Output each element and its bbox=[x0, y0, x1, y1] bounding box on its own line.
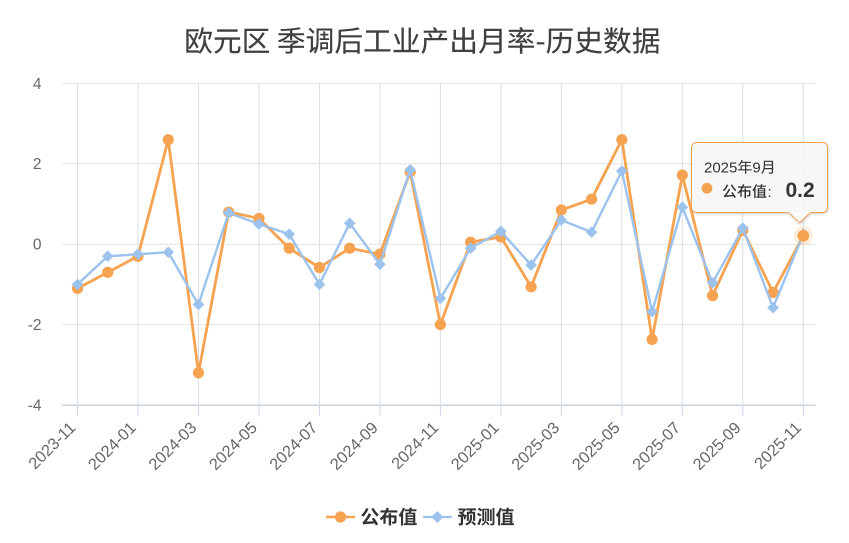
svg-text:-2: -2 bbox=[28, 317, 42, 334]
svg-text:2: 2 bbox=[33, 156, 42, 173]
svg-text:0: 0 bbox=[33, 237, 42, 254]
svg-text::: : bbox=[768, 184, 772, 201]
svg-text:2025: 2025 bbox=[704, 160, 737, 177]
svg-text:-4: -4 bbox=[28, 397, 42, 414]
svg-text:4: 4 bbox=[33, 76, 42, 93]
svg-text:0.2: 0.2 bbox=[786, 179, 815, 202]
svg-text:9: 9 bbox=[752, 160, 760, 177]
